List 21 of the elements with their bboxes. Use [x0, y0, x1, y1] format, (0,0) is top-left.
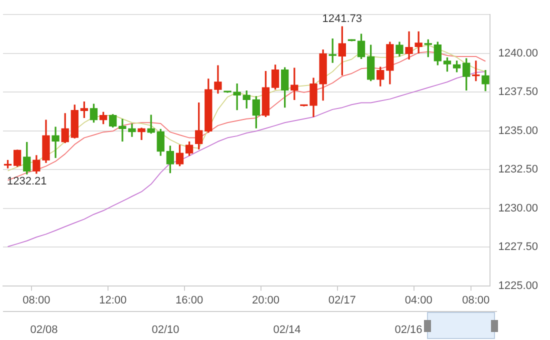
y-tick-label: 1240.00: [498, 47, 538, 60]
y-tick-label: 1227.50: [498, 241, 538, 254]
text: 02/14: [273, 324, 301, 336]
text: 02/10: [152, 324, 180, 336]
y-tick-label: 1225.00: [498, 280, 538, 292]
y-tick-label: 1235.00: [498, 124, 538, 137]
x-tick-label: 02/17: [328, 294, 356, 306]
text: 02/08: [30, 324, 58, 336]
x-tick-label: 08:00: [22, 294, 50, 306]
annotation: 1232.21: [7, 176, 47, 188]
x-tick-label: 04:00: [404, 294, 432, 306]
x-tick-label: 08:00: [462, 294, 490, 306]
annotation: 1241.73: [322, 13, 362, 26]
y-tick-label: 1230.00: [498, 202, 538, 214]
x-tick-label: 20:00: [252, 294, 280, 306]
y-tick-label: 1237.50: [498, 86, 538, 98]
text: 02/16: [394, 324, 422, 336]
x-tick-label: 16:00: [176, 294, 204, 306]
x-tick-label: 12:00: [99, 294, 127, 306]
candlestick: [52, 126, 60, 158]
y-tick-label: 1232.50: [498, 164, 538, 176]
